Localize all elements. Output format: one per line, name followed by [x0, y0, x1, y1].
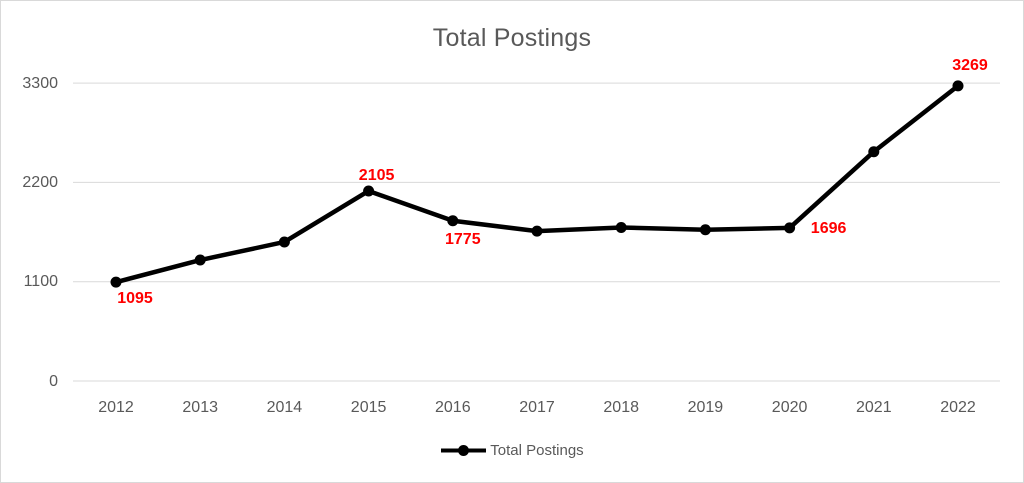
y-axis-tick-label: 1100: [23, 273, 58, 291]
data-point-marker: [531, 225, 543, 237]
x-axis-tick-label: 2015: [350, 399, 387, 416]
data-point-marker: [784, 222, 796, 234]
data-point-marker: [363, 185, 375, 197]
data-point-marker: [615, 222, 627, 234]
data-label: 1775: [445, 231, 481, 248]
y-axis-tick-label: 2200: [22, 173, 58, 191]
y-axis-tick-label: 3300: [22, 74, 58, 92]
legend-label: Total Postings: [490, 442, 584, 459]
x-axis-tick-label: 2012: [98, 399, 134, 416]
x-axis-tick-label: 2017: [519, 399, 555, 416]
data-label: 1696: [811, 220, 847, 237]
legend-line-marker-icon: [441, 445, 487, 456]
data-point-marker: [868, 146, 880, 158]
x-axis-tick-label: 2014: [266, 399, 303, 416]
x-axis-tick-label: 2022: [940, 399, 976, 416]
data-point-marker: [278, 236, 290, 248]
x-axis-tick-label: 2021: [856, 399, 892, 416]
x-axis-tick-label: 2020: [771, 399, 808, 416]
x-axis-tick-label: 2016: [435, 399, 471, 416]
legend: Total Postings: [1, 441, 1023, 460]
x-axis-tick-label: 2019: [687, 399, 724, 416]
chart-title: Total Postings: [432, 24, 592, 52]
data-point-marker: [952, 80, 964, 92]
series-line-total-postings: [113, 83, 961, 285]
y-axis-tick-label: 0: [49, 372, 58, 390]
data-point-marker: [699, 224, 711, 236]
data-point-marker: [447, 215, 459, 227]
data-point-marker: [110, 276, 122, 288]
data-label: 2105: [359, 167, 395, 184]
data-label: 3269: [952, 57, 988, 74]
x-axis-tick-label: 2018: [603, 399, 639, 416]
data-label: 1095: [117, 290, 153, 307]
data-point-marker: [194, 254, 206, 266]
x-axis-tick-label: 2013: [182, 399, 218, 416]
